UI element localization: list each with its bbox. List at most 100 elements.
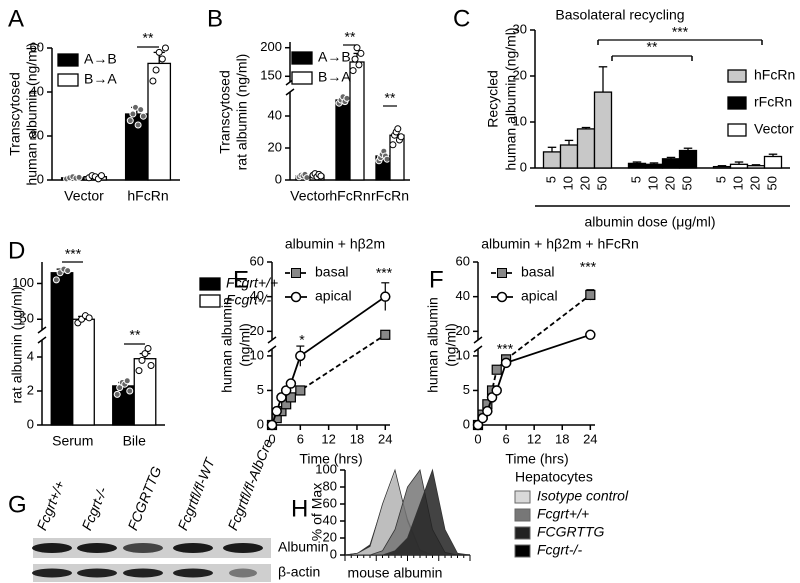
x-tick-label: 24 [583, 431, 597, 446]
x-tick-label: Vector [290, 188, 330, 204]
x-tick-label: 12 [321, 431, 335, 446]
replicate-point [303, 174, 311, 182]
y-tick-label: 100 [315, 461, 337, 476]
point [500, 357, 512, 369]
x-tick-label: 20 [577, 176, 592, 190]
significance: ** [647, 39, 658, 55]
blot-band [173, 568, 213, 578]
point [491, 385, 502, 396]
x-tick-label: 5 [543, 176, 558, 183]
legend-swatch [199, 277, 221, 291]
replicate-point [158, 55, 166, 63]
legend-swatch [291, 51, 313, 65]
replicate-point [134, 121, 142, 129]
y-tick-label: 10 [250, 347, 264, 362]
y-axis-label: Transcytosed [217, 70, 233, 154]
legend-label: B→A [318, 69, 351, 85]
legend-swatch [57, 53, 79, 67]
replicate-point [317, 172, 325, 180]
chart-title: Basolateral recycling [555, 7, 684, 23]
legend-label: A→B [84, 51, 117, 67]
x-axis-label: Time (hrs) [299, 451, 362, 467]
replicate-point [135, 367, 143, 375]
row-label: β-actin [278, 564, 320, 580]
x-axis-label: mouse albumin [348, 565, 443, 581]
replicate-point [85, 314, 93, 322]
legend-label: basal [521, 264, 554, 280]
replicate-point [343, 94, 351, 102]
point [380, 329, 391, 340]
point [276, 392, 287, 403]
bar [559, 144, 579, 169]
y-axis-label: (ng/ml) [237, 323, 253, 367]
axis-break [267, 336, 277, 344]
y-tick-label: 60 [30, 39, 44, 54]
axis-break [473, 345, 483, 353]
x-tick-label: 5 [713, 176, 728, 183]
replicate-point [138, 356, 146, 364]
y-tick-label: 0 [37, 171, 44, 186]
y-tick-label: 20 [268, 139, 282, 154]
panel-letter: F [429, 266, 444, 293]
panel-letter: E [233, 266, 249, 293]
x-tick-label: 12 [527, 431, 541, 446]
point [295, 350, 306, 362]
y-axis-label: Transcytosed [7, 72, 23, 156]
y-axis-label: rat albumin (ng/ml) [234, 54, 250, 171]
x-tick-label: Bile [123, 433, 147, 449]
histogram [345, 468, 471, 556]
legend-swatch [291, 71, 313, 85]
significance: *** [65, 246, 82, 262]
bar [712, 165, 732, 169]
y-tick-label: 80 [323, 478, 337, 493]
panel-letter: C [453, 5, 470, 32]
legend-label: hFcRn [754, 67, 795, 83]
legend-label: Fcgrt-/- [537, 542, 582, 558]
replicate-point [64, 267, 72, 275]
significance: *** [497, 341, 514, 357]
legend-marker [291, 268, 301, 278]
panel-letter: H [291, 495, 308, 522]
y-axis-label: Recycled [485, 70, 501, 128]
y-tick-label: 5 [463, 382, 470, 397]
blot-band [229, 568, 257, 578]
legend-swatch [199, 294, 221, 308]
x-axis-label: Time (hrs) [505, 451, 568, 467]
y-tick-label: 0 [520, 159, 527, 174]
legend-swatch [514, 526, 531, 540]
legend-label: Isotype control [537, 488, 629, 504]
point [486, 392, 498, 403]
x-tick-label: hFcRn [127, 188, 168, 204]
replicate-point [353, 44, 361, 52]
blot-band [77, 543, 117, 553]
chart-title: albumin + hβ2m + hFcRn [481, 236, 638, 252]
point [472, 419, 484, 431]
replicate-point [394, 125, 402, 133]
legend-label: apical [315, 288, 352, 304]
replicate-point [75, 173, 83, 181]
x-tick-label: 24 [378, 431, 392, 446]
replicate-point [351, 55, 359, 63]
blot-band [123, 543, 163, 553]
legend-label: A→B [318, 49, 351, 65]
x-tick-label: 6 [297, 431, 304, 446]
point [585, 289, 596, 301]
legend-swatch [514, 508, 531, 522]
y-tick-label: 5 [257, 382, 264, 397]
point [491, 364, 502, 375]
y-tick-label: 0 [257, 416, 264, 431]
panel-letter: B [207, 5, 223, 32]
axis-break [37, 336, 47, 344]
y-tick-label: 20 [250, 323, 264, 338]
legend-label: Vector [754, 121, 794, 137]
y-tick-label: 100 [12, 275, 34, 290]
significance: *** [580, 259, 597, 275]
legend-label: Fcgrt-/- [226, 292, 271, 308]
legend-marker [497, 268, 507, 278]
point [477, 412, 488, 424]
replicate-point [349, 67, 357, 75]
replicate-point [97, 172, 105, 180]
point [585, 329, 596, 341]
replicate-point [152, 66, 160, 74]
x-tick-label: 20 [662, 176, 677, 190]
